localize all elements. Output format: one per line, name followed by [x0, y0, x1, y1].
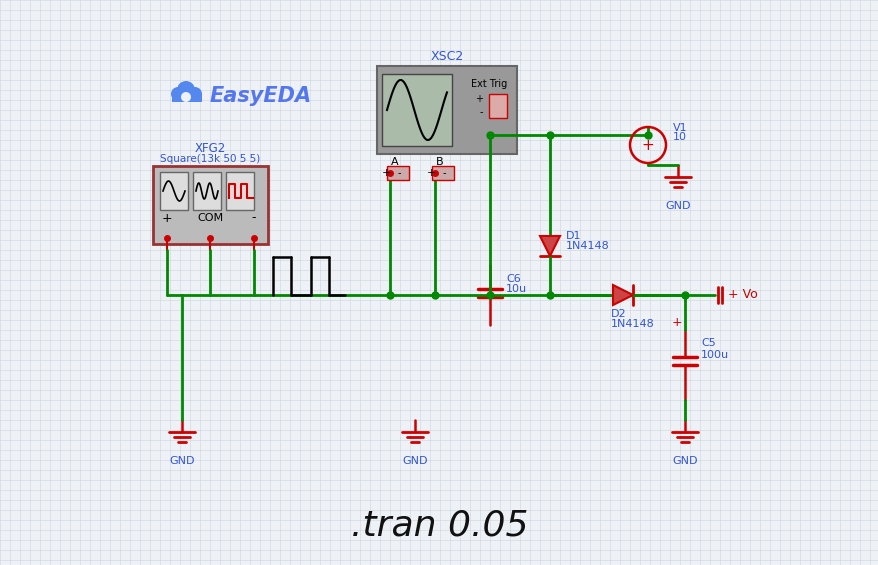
FancyBboxPatch shape: [377, 66, 516, 154]
Polygon shape: [172, 94, 202, 102]
Bar: [488, 94, 507, 118]
FancyBboxPatch shape: [160, 172, 188, 210]
Text: + Vo: + Vo: [727, 289, 757, 302]
Circle shape: [181, 92, 191, 102]
Circle shape: [176, 81, 195, 99]
Text: COM: COM: [197, 213, 223, 223]
FancyBboxPatch shape: [153, 166, 268, 244]
Text: 10u: 10u: [506, 284, 527, 294]
Text: EasyEDA: EasyEDA: [210, 86, 312, 106]
Circle shape: [188, 87, 202, 101]
Text: 100u: 100u: [700, 350, 728, 360]
Text: +: +: [426, 168, 435, 178]
Text: -: -: [397, 168, 400, 178]
Text: 1N4148: 1N4148: [610, 319, 654, 329]
Circle shape: [171, 87, 184, 101]
FancyBboxPatch shape: [226, 172, 254, 210]
Text: +: +: [162, 211, 172, 224]
Polygon shape: [612, 285, 632, 305]
Bar: [431, 166, 453, 180]
Text: D2: D2: [610, 309, 626, 319]
Text: Square(13k 50 5 5): Square(13k 50 5 5): [160, 154, 260, 164]
Text: 10: 10: [673, 132, 687, 142]
Bar: [386, 166, 408, 180]
Text: C5: C5: [700, 338, 715, 348]
Text: GND: GND: [665, 201, 690, 211]
Text: -: -: [251, 211, 256, 224]
Text: +: +: [641, 137, 653, 153]
Text: D1: D1: [565, 231, 581, 241]
Text: C6: C6: [506, 274, 520, 284]
Text: GND: GND: [169, 456, 195, 466]
Text: XFG2: XFG2: [194, 142, 226, 155]
Text: -: -: [479, 107, 482, 117]
Text: A: A: [391, 157, 399, 167]
Text: -: -: [442, 168, 445, 178]
FancyBboxPatch shape: [382, 74, 451, 146]
Text: B: B: [435, 157, 443, 167]
Polygon shape: [539, 236, 559, 256]
Text: 1N4148: 1N4148: [565, 241, 609, 251]
Text: Ext Trig: Ext Trig: [471, 79, 507, 89]
FancyBboxPatch shape: [193, 172, 220, 210]
Text: .tran 0.05: .tran 0.05: [351, 508, 529, 542]
Text: V1: V1: [673, 123, 687, 133]
Text: +: +: [381, 168, 390, 178]
Text: +: +: [474, 94, 482, 104]
Text: GND: GND: [672, 456, 697, 466]
Text: GND: GND: [402, 456, 428, 466]
Text: XSC2: XSC2: [430, 50, 463, 63]
Text: +: +: [671, 316, 681, 329]
